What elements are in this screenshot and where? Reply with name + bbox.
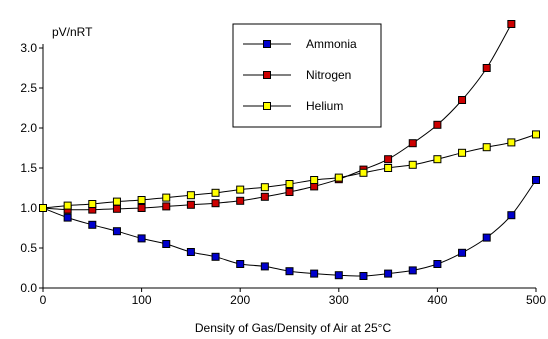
series-helium: [39, 130, 540, 212]
y-axis-title: pV/nRT: [52, 25, 93, 39]
data-point-helium: [285, 180, 294, 188]
data-point-nitrogen: [162, 202, 171, 211]
data-point-ammonia: [236, 260, 245, 268]
x-tick-label: 300: [329, 293, 349, 307]
data-point-helium: [334, 173, 343, 182]
data-point-helium: [162, 193, 171, 202]
data-point-helium: [384, 164, 393, 172]
data-point-nitrogen: [112, 204, 121, 213]
data-point-helium: [507, 138, 516, 147]
legend-marker-ammonia: [263, 40, 271, 48]
data-point-ammonia: [408, 266, 417, 275]
axes: [42, 44, 536, 289]
data-point-nitrogen: [482, 64, 491, 72]
data-point-helium: [137, 196, 146, 204]
data-point-nitrogen: [186, 200, 195, 209]
data-point-ammonia: [334, 271, 343, 280]
legend-label-ammonia: Ammonia: [306, 37, 357, 51]
data-point-helium: [39, 204, 47, 212]
y-tick-label: 2.5: [20, 81, 37, 95]
y-tick-label: 2.0: [20, 121, 37, 135]
data-point-ammonia: [384, 269, 393, 278]
data-point-helium: [482, 143, 491, 152]
y-tick-label: 0.5: [20, 241, 37, 255]
y-tick-label: 0.0: [20, 281, 37, 295]
legend-marker-nitrogen: [263, 71, 271, 79]
data-point-nitrogen: [433, 120, 442, 129]
data-point-helium: [88, 200, 97, 208]
legend-entry-nitrogen: Nitrogen: [243, 68, 351, 82]
legend-marker-helium: [263, 102, 271, 110]
data-point-nitrogen: [236, 196, 245, 205]
data-point-ammonia: [186, 248, 195, 256]
data-point-ammonia: [260, 262, 269, 271]
data-point-helium: [458, 148, 467, 157]
legend: Ammonia Nitrogen Helium: [232, 23, 382, 128]
data-point-helium: [236, 185, 245, 194]
data-point-helium: [359, 168, 368, 177]
data-point-ammonia: [211, 252, 220, 261]
data-point-nitrogen: [384, 155, 393, 164]
data-point-ammonia: [359, 272, 368, 280]
data-point-helium: [408, 160, 417, 169]
data-point-nitrogen: [408, 139, 417, 148]
data-point-ammonia: [112, 227, 121, 236]
y-tick-label: 1.0: [20, 201, 37, 215]
x-tick-label: 200: [230, 293, 250, 307]
data-point-nitrogen: [211, 199, 220, 208]
x-tick-label: 0: [40, 293, 47, 307]
legend-entry-helium: Helium: [243, 99, 343, 113]
ticks: 0.0 0.5 1.0 1.5 2.0 2.5 3.0 0 100 200 300 400 500: [20, 41, 546, 307]
data-point-helium: [310, 176, 319, 184]
y-tick-label: 3.0: [20, 41, 37, 55]
x-tick-label: 100: [132, 293, 152, 307]
data-point-helium: [211, 188, 220, 197]
legend-entry-ammonia: Ammonia: [243, 37, 357, 51]
data-point-nitrogen: [285, 188, 294, 196]
data-point-ammonia: [137, 234, 146, 243]
x-tick-label: 400: [427, 293, 447, 307]
data-point-ammonia: [482, 233, 491, 242]
data-point-helium: [63, 201, 72, 210]
data-point-helium: [260, 183, 269, 192]
data-point-nitrogen: [260, 192, 269, 201]
data-point-helium: [112, 197, 121, 206]
data-point-nitrogen: [137, 204, 146, 212]
data-point-ammonia: [285, 267, 294, 276]
data-point-ammonia: [88, 220, 97, 229]
legend-label-nitrogen: Nitrogen: [306, 68, 351, 82]
y-tick-label: 1.5: [20, 161, 37, 175]
data-point-ammonia: [310, 269, 319, 278]
data-point-ammonia: [458, 248, 467, 257]
data-point-helium: [186, 191, 195, 200]
data-point-nitrogen: [507, 20, 516, 28]
x-tick-label: 500: [526, 293, 546, 307]
data-point-ammonia: [433, 260, 442, 268]
data-point-ammonia: [63, 213, 72, 222]
x-axis-title: Density of Gas/Density of Air at 25°C: [195, 321, 392, 335]
data-point-ammonia: [507, 211, 516, 220]
series-line-helium: [42, 133, 537, 209]
series-layer: [39, 20, 540, 280]
data-point-helium: [532, 130, 540, 139]
data-point-helium: [433, 155, 442, 164]
data-point-nitrogen: [458, 96, 467, 104]
data-point-ammonia: [532, 176, 540, 184]
legend-label-helium: Helium: [306, 99, 343, 113]
data-point-ammonia: [162, 240, 171, 248]
